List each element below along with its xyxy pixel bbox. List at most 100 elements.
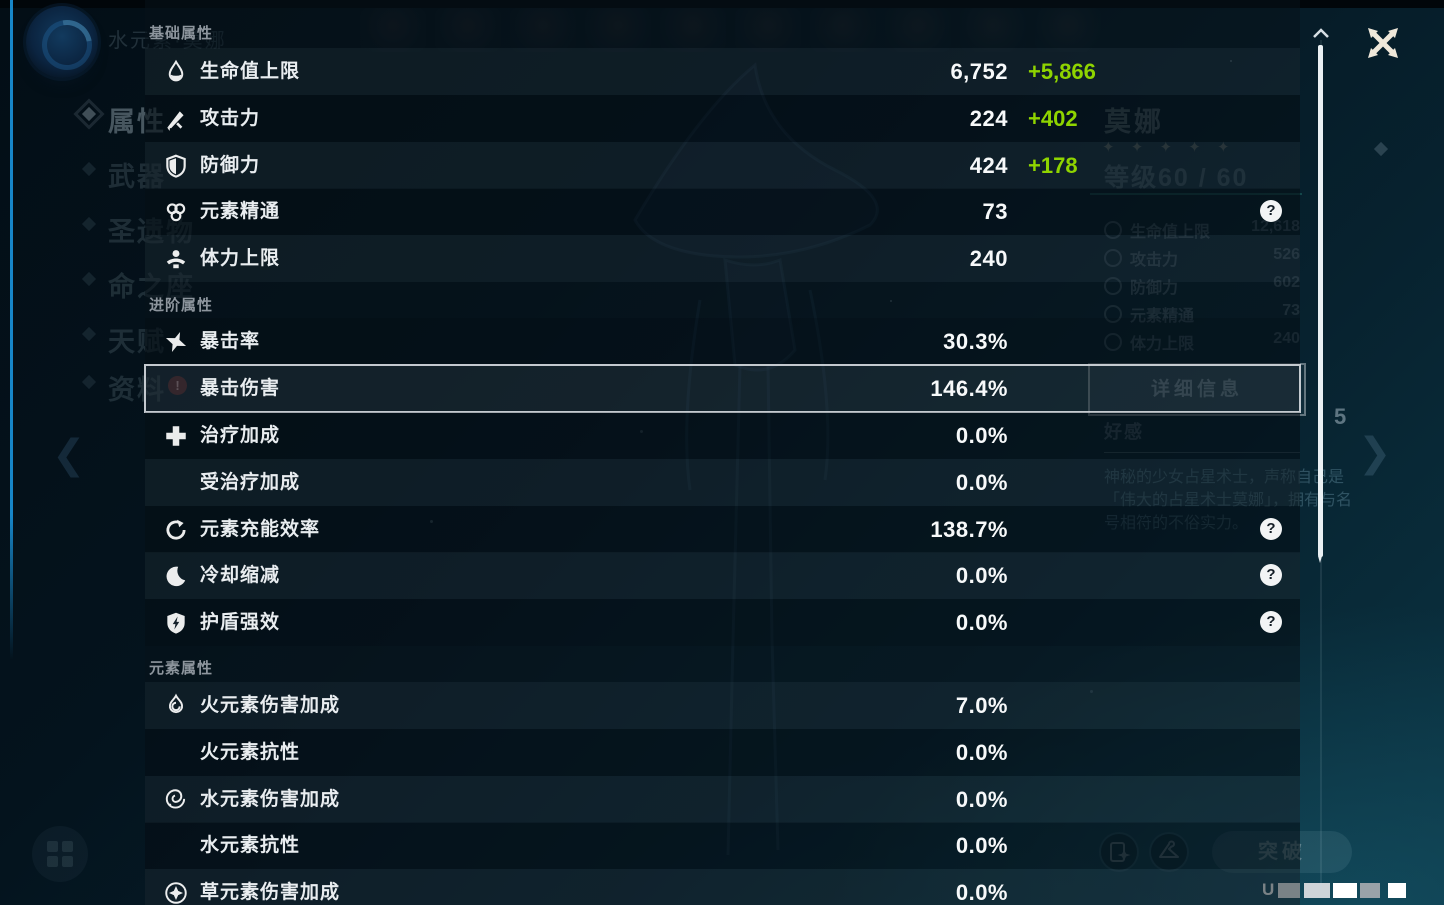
uid-redaction-block xyxy=(1333,883,1357,898)
scrollbar-thumb[interactable] xyxy=(1318,45,1323,557)
healing-bonus-icon xyxy=(163,423,189,449)
stat-value: 0.0% xyxy=(955,423,1008,448)
hydro-icon xyxy=(163,787,189,813)
stat-row-incoming-healing-bonus[interactable]: 受治疗加成 0.0% xyxy=(145,459,1300,506)
stat-value: 30.3% xyxy=(943,329,1008,354)
stat-label: 火元素抗性 xyxy=(200,742,301,763)
stat-row-shield-strength[interactable]: 护盾强效 0.0% ? xyxy=(145,599,1300,646)
stat-label: 防御力 xyxy=(200,155,261,176)
diamond-bullet-icon xyxy=(81,216,97,232)
character-element-avatar[interactable] xyxy=(26,6,102,80)
stat-label: 草元素伤害加成 xyxy=(200,882,341,903)
stat-value: 0.0% xyxy=(955,470,1008,495)
stat-value: 0.0% xyxy=(955,740,1008,765)
stat-row-pyro-dmg-bonus[interactable]: 火元素伤害加成 7.0% xyxy=(145,682,1300,729)
stat-label: 暴击伤害 xyxy=(200,378,281,399)
scroll-up-arrow[interactable] xyxy=(1311,26,1331,40)
stat-row-crit-dmg[interactable]: 暴击伤害 146.4% xyxy=(144,364,1301,413)
stat-value: 6,752 xyxy=(950,59,1008,84)
stat-value: 0.0% xyxy=(955,880,1008,905)
uid-redaction-block xyxy=(1360,883,1380,898)
pyro-icon xyxy=(163,693,189,719)
stat-value: 146.4% xyxy=(930,376,1008,401)
stamina-icon xyxy=(163,246,189,272)
section-header-elemental: 元素属性 xyxy=(149,660,214,677)
grid-icon xyxy=(62,856,73,867)
stat-row-max-hp[interactable]: 生命值上限 6,752 +5,866 xyxy=(145,48,1300,95)
friendship-level: 5 xyxy=(1334,404,1347,429)
next-character-arrow[interactable]: ❯ xyxy=(1358,431,1392,475)
diamond-bullet-icon xyxy=(81,271,97,287)
diamond-bullet-icon xyxy=(81,326,97,342)
def-icon xyxy=(163,153,189,179)
grid-icon xyxy=(47,841,58,852)
grid-icon xyxy=(47,856,58,867)
stat-label: 生命值上限 xyxy=(200,61,301,82)
stat-row-healing-bonus[interactable]: 治疗加成 0.0% xyxy=(145,412,1300,459)
help-icon[interactable]: ? xyxy=(1260,564,1282,586)
attributes-panel: 基础属性 进阶属性 元素属性 生命值上限 6,752 +5,866 攻击力 22… xyxy=(144,0,1301,905)
stat-row-dendro-dmg-bonus[interactable]: 草元素伤害加成 0.0% xyxy=(145,869,1300,905)
stat-label: 水元素伤害加成 xyxy=(200,789,341,810)
shield-strength-icon xyxy=(163,610,189,636)
stat-row-elemental-mastery[interactable]: 元素精通 73 ? xyxy=(145,188,1300,235)
stat-value: 0.0% xyxy=(955,610,1008,635)
stat-value: 424 xyxy=(969,153,1008,178)
hydro-swirl-icon xyxy=(32,10,102,80)
atk-icon xyxy=(163,106,189,132)
stat-value: 0.0% xyxy=(955,833,1008,858)
stat-label: 体力上限 xyxy=(200,248,281,269)
stat-label: 元素精通 xyxy=(200,201,281,222)
stat-row-cd-reduction[interactable]: 冷却缩减 0.0% ? xyxy=(145,552,1300,599)
help-icon[interactable]: ? xyxy=(1260,518,1282,540)
uid-redaction-block xyxy=(1304,883,1330,898)
stat-row-max-stamina[interactable]: 体力上限 240 xyxy=(145,235,1300,282)
stat-label: 受治疗加成 xyxy=(200,472,301,493)
party-menu-button[interactable] xyxy=(32,826,88,882)
stat-row-energy-recharge[interactable]: 元素充能效率 138.7% ? xyxy=(145,506,1300,553)
crit-rate-icon xyxy=(163,329,189,355)
uid-redaction-block xyxy=(1388,883,1406,898)
stat-label: 水元素抗性 xyxy=(200,835,301,856)
stat-bonus: +178 xyxy=(1028,153,1078,178)
help-icon[interactable]: ? xyxy=(1260,200,1282,222)
stat-label: 冷却缩减 xyxy=(200,565,281,586)
stat-value: 138.7% xyxy=(930,517,1008,542)
stat-row-pyro-res[interactable]: 火元素抗性 0.0% xyxy=(145,729,1300,776)
close-button[interactable] xyxy=(1360,20,1406,66)
grid-icon xyxy=(62,841,73,852)
stat-label: 治疗加成 xyxy=(200,425,281,446)
stat-value: 7.0% xyxy=(955,693,1008,718)
help-icon[interactable]: ? xyxy=(1260,611,1282,633)
stat-bonus: +5,866 xyxy=(1028,59,1096,84)
cooldown-icon xyxy=(163,563,189,589)
diamond-bullet-icon xyxy=(81,161,97,177)
hp-icon xyxy=(163,59,189,85)
energy-recharge-icon xyxy=(163,517,189,543)
stat-label: 火元素伤害加成 xyxy=(200,695,341,716)
stat-label: 护盾强效 xyxy=(200,612,281,633)
elemental-mastery-icon xyxy=(163,199,189,225)
stat-bonus: +402 xyxy=(1028,106,1078,131)
stat-value: 240 xyxy=(969,246,1008,271)
stat-row-hydro-dmg-bonus[interactable]: 水元素伤害加成 0.0% xyxy=(145,776,1300,823)
section-header-advanced: 进阶属性 xyxy=(149,297,214,314)
scrollbar-thumb-tip xyxy=(1318,556,1322,563)
sparkle xyxy=(1373,141,1389,157)
stat-row-hydro-res[interactable]: 水元素抗性 0.0% xyxy=(145,822,1300,869)
stat-row-def[interactable]: 防御力 424 +178 xyxy=(145,142,1300,189)
stat-value: 73 xyxy=(982,199,1008,224)
diamond-bullet-icon xyxy=(81,374,97,390)
prev-character-arrow[interactable]: ❮ xyxy=(52,433,86,477)
left-accent-line xyxy=(10,0,13,660)
stat-value: 0.0% xyxy=(955,563,1008,588)
diamond-bullet-icon xyxy=(73,98,105,130)
stat-row-crit-rate[interactable]: 暴击率 30.3% xyxy=(145,318,1300,365)
dendro-icon xyxy=(163,880,189,905)
stat-value: 0.0% xyxy=(955,787,1008,812)
stat-label: 元素充能效率 xyxy=(200,519,321,540)
stat-label: 攻击力 xyxy=(200,108,261,129)
stat-row-atk[interactable]: 攻击力 224 +402 xyxy=(145,95,1300,142)
stat-label: 暴击率 xyxy=(200,331,261,352)
